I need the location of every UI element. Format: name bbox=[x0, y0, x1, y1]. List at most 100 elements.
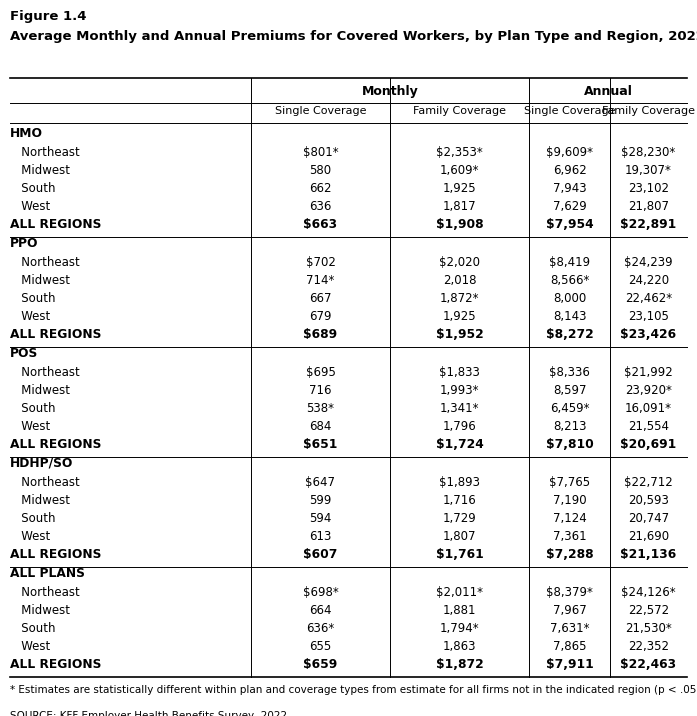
Text: 714*: 714* bbox=[306, 274, 335, 287]
Text: $7,954: $7,954 bbox=[546, 218, 593, 231]
Text: 6,459*: 6,459* bbox=[550, 402, 589, 415]
Text: 1,609*: 1,609* bbox=[440, 164, 480, 177]
Text: Midwest: Midwest bbox=[10, 604, 70, 617]
Text: Northeast: Northeast bbox=[10, 586, 79, 599]
Text: 7,124: 7,124 bbox=[553, 512, 586, 525]
Text: 580: 580 bbox=[309, 164, 332, 177]
Text: $28,230*: $28,230* bbox=[621, 146, 675, 159]
Text: Family Coverage: Family Coverage bbox=[413, 106, 506, 116]
Text: 7,190: 7,190 bbox=[553, 494, 586, 507]
Text: 22,572: 22,572 bbox=[628, 604, 669, 617]
Text: PPO: PPO bbox=[10, 237, 38, 250]
Text: 21,690: 21,690 bbox=[628, 530, 669, 543]
Text: $659: $659 bbox=[303, 658, 337, 671]
Text: $607: $607 bbox=[303, 548, 337, 561]
Text: 1,716: 1,716 bbox=[443, 494, 476, 507]
Text: 7,943: 7,943 bbox=[553, 182, 586, 195]
Text: Average Monthly and Annual Premiums for Covered Workers, by Plan Type and Region: Average Monthly and Annual Premiums for … bbox=[10, 30, 697, 43]
Text: * Estimates are statistically different within plan and coverage types from esti: * Estimates are statistically different … bbox=[10, 685, 697, 695]
Text: $21,136: $21,136 bbox=[620, 548, 677, 561]
Text: 667: 667 bbox=[309, 292, 332, 305]
Text: 7,865: 7,865 bbox=[553, 640, 586, 653]
Text: $24,126*: $24,126* bbox=[621, 586, 676, 599]
Text: Annual: Annual bbox=[583, 85, 632, 98]
Text: 8,213: 8,213 bbox=[553, 420, 586, 433]
Text: 655: 655 bbox=[309, 640, 332, 653]
Text: Single Coverage: Single Coverage bbox=[275, 106, 366, 116]
Text: $8,336: $8,336 bbox=[549, 366, 590, 379]
Text: 7,631*: 7,631* bbox=[550, 622, 589, 635]
Text: 636*: 636* bbox=[307, 622, 335, 635]
Text: 1,993*: 1,993* bbox=[440, 384, 480, 397]
Text: HDHP/SO: HDHP/SO bbox=[10, 457, 73, 470]
Text: $2,020: $2,020 bbox=[439, 256, 480, 269]
Text: $689: $689 bbox=[303, 328, 337, 341]
Text: 20,747: 20,747 bbox=[628, 512, 669, 525]
Text: ALL REGIONS: ALL REGIONS bbox=[10, 218, 101, 231]
Text: Figure 1.4: Figure 1.4 bbox=[10, 10, 86, 23]
Text: 7,361: 7,361 bbox=[553, 530, 586, 543]
Text: 23,105: 23,105 bbox=[628, 310, 669, 323]
Text: Midwest: Midwest bbox=[10, 384, 70, 397]
Text: 679: 679 bbox=[309, 310, 332, 323]
Text: West: West bbox=[10, 310, 50, 323]
Text: 1,925: 1,925 bbox=[443, 310, 476, 323]
Text: 1,817: 1,817 bbox=[443, 200, 476, 213]
Text: West: West bbox=[10, 420, 50, 433]
Text: 2,018: 2,018 bbox=[443, 274, 476, 287]
Text: 662: 662 bbox=[309, 182, 332, 195]
Text: Northeast: Northeast bbox=[10, 366, 79, 379]
Text: $22,891: $22,891 bbox=[620, 218, 677, 231]
Text: 6,962: 6,962 bbox=[553, 164, 586, 177]
Text: Midwest: Midwest bbox=[10, 164, 70, 177]
Text: $7,765: $7,765 bbox=[549, 476, 590, 489]
Text: 20,593: 20,593 bbox=[628, 494, 669, 507]
Text: POS: POS bbox=[10, 347, 38, 360]
Text: 1,925: 1,925 bbox=[443, 182, 476, 195]
Text: 8,000: 8,000 bbox=[553, 292, 586, 305]
Text: South: South bbox=[10, 512, 56, 525]
Text: ALL REGIONS: ALL REGIONS bbox=[10, 328, 101, 341]
Text: 1,807: 1,807 bbox=[443, 530, 476, 543]
Text: 19,307*: 19,307* bbox=[625, 164, 672, 177]
Text: 636: 636 bbox=[309, 200, 332, 213]
Text: South: South bbox=[10, 622, 56, 635]
Text: $702: $702 bbox=[305, 256, 335, 269]
Text: 1,341*: 1,341* bbox=[440, 402, 480, 415]
Text: $2,011*: $2,011* bbox=[436, 586, 483, 599]
Text: 684: 684 bbox=[309, 420, 332, 433]
Text: 23,102: 23,102 bbox=[628, 182, 669, 195]
Text: HMO: HMO bbox=[10, 127, 43, 140]
Text: ALL REGIONS: ALL REGIONS bbox=[10, 438, 101, 451]
Text: Northeast: Northeast bbox=[10, 476, 79, 489]
Text: 7,629: 7,629 bbox=[553, 200, 586, 213]
Text: $22,712: $22,712 bbox=[624, 476, 673, 489]
Text: 1,796: 1,796 bbox=[443, 420, 476, 433]
Text: Midwest: Midwest bbox=[10, 494, 70, 507]
Text: $1,952: $1,952 bbox=[436, 328, 484, 341]
Text: $21,992: $21,992 bbox=[624, 366, 673, 379]
Text: 1,729: 1,729 bbox=[443, 512, 476, 525]
Text: $23,426: $23,426 bbox=[620, 328, 677, 341]
Text: 21,554: 21,554 bbox=[628, 420, 669, 433]
Text: 594: 594 bbox=[309, 512, 332, 525]
Text: Northeast: Northeast bbox=[10, 146, 79, 159]
Text: $7,810: $7,810 bbox=[546, 438, 593, 451]
Text: South: South bbox=[10, 182, 56, 195]
Text: 23,920*: 23,920* bbox=[625, 384, 672, 397]
Text: ALL REGIONS: ALL REGIONS bbox=[10, 548, 101, 561]
Text: 1,794*: 1,794* bbox=[440, 622, 480, 635]
Text: $1,908: $1,908 bbox=[436, 218, 483, 231]
Text: West: West bbox=[10, 200, 50, 213]
Text: Midwest: Midwest bbox=[10, 274, 70, 287]
Text: 8,566*: 8,566* bbox=[550, 274, 589, 287]
Text: South: South bbox=[10, 402, 56, 415]
Text: 21,530*: 21,530* bbox=[625, 622, 672, 635]
Text: 21,807: 21,807 bbox=[628, 200, 669, 213]
Text: 664: 664 bbox=[309, 604, 332, 617]
Text: 538*: 538* bbox=[307, 402, 335, 415]
Text: $801*: $801* bbox=[302, 146, 338, 159]
Text: Single Coverage: Single Coverage bbox=[523, 106, 615, 116]
Text: 8,597: 8,597 bbox=[553, 384, 586, 397]
Text: $2,353*: $2,353* bbox=[436, 146, 483, 159]
